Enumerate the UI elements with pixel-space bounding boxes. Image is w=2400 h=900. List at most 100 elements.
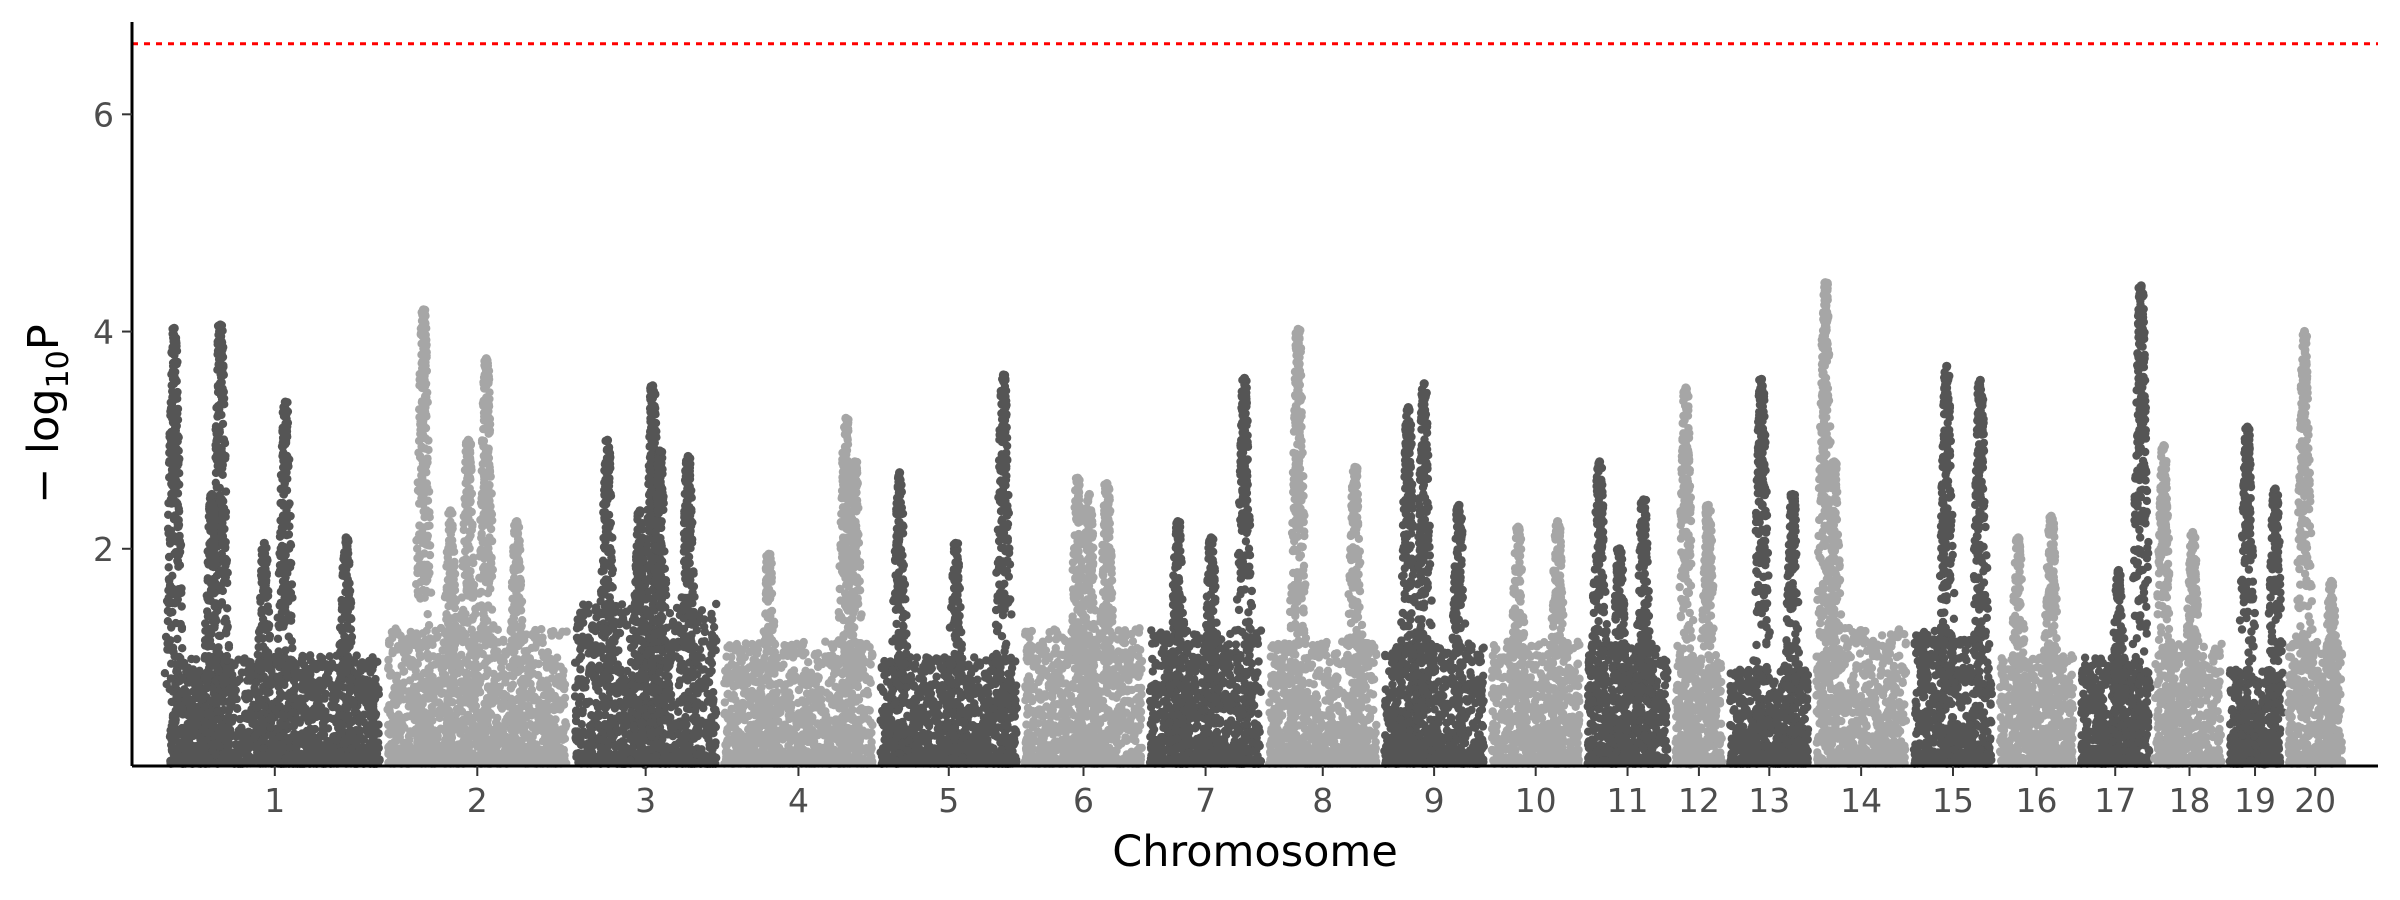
chromosome-9-points [1380, 379, 1488, 768]
chromosome-13-points [1726, 374, 1813, 768]
chromosome-10-peak-points [1505, 523, 1533, 765]
chromosome-6-peak-points [1075, 491, 1101, 752]
chromosome-15-peak-points [1965, 378, 1993, 754]
chromosome-15-background-points [1909, 625, 1996, 768]
chromosome-9-top-hit-point [1419, 379, 1429, 389]
x-tick-label-11: 11 [1607, 781, 1649, 820]
chromosome-7-peak-points [1164, 518, 1193, 764]
x-tick-label-3: 3 [635, 781, 656, 820]
chromosome-19-peak-points [2260, 486, 2288, 769]
chromosome-11-top-hit-point [1595, 457, 1605, 467]
y-tick-label-2: 2 [93, 530, 114, 569]
chromosome-10-peak-points [1544, 521, 1573, 759]
x-tick-label-18: 18 [2169, 781, 2211, 820]
chromosome-6-peak-points [1093, 479, 1121, 766]
chromosome-6-top-hit-point [1073, 473, 1083, 483]
x-tick-label-6: 6 [1073, 781, 1094, 820]
y-axis-title-prefix: − log [19, 388, 69, 503]
chromosome-4-top-hit-point [764, 549, 774, 559]
chromosome-17-points [2077, 281, 2155, 769]
chromosome-19-points [2225, 422, 2288, 769]
chromosome-2-top-hit-point [512, 517, 522, 527]
chromosome-18-peak-points [2150, 442, 2178, 769]
chromosome-17-top-hit-point [2114, 565, 2124, 576]
x-tick-label-2: 2 [467, 781, 488, 820]
chromosome-11-top-hit-point [1614, 544, 1625, 554]
chromosome-2-peak-points [409, 305, 437, 756]
x-tick-label-15: 15 [1932, 781, 1974, 820]
y-tick-label-6: 6 [93, 95, 114, 134]
chromosome-4-top-hit-point [850, 457, 860, 467]
chromosome-3-peak-points [626, 507, 654, 770]
chromosome-5-peak-points [989, 370, 1016, 755]
chromosome-8-top-hit-point [1350, 462, 1360, 472]
chromosome-2-peak-points [473, 356, 502, 762]
chromosome-8-top-hit-point [1293, 324, 1303, 334]
chromosome-3-top-hit-point [655, 446, 665, 456]
chromosome-2-peak-points [438, 507, 465, 761]
chromosome-1-top-hit-point [207, 489, 217, 500]
chromosome-17-peak-points [2127, 282, 2155, 763]
x-tick-label-12: 12 [1678, 781, 1720, 820]
chromosome-14-top-hit-point [1829, 457, 1839, 467]
points-layer [160, 278, 2347, 770]
chromosome-5-top-hit-point [895, 468, 905, 478]
chromosome-7-top-hit-point [1173, 517, 1183, 527]
chromosome-10-background-points [1487, 637, 1584, 768]
chromosome-1-peak-points [249, 539, 276, 753]
chromosome-4-peak-points [757, 550, 781, 753]
x-tick-label-14: 14 [1840, 781, 1882, 820]
chromosome-2-peak-points [501, 517, 529, 764]
chromosome-8-points [1265, 324, 1381, 768]
chromosome-8-peak-points [1341, 463, 1367, 753]
chromosome-16-peak-points [2038, 513, 2067, 765]
chromosome-12-top-hit-point [1681, 383, 1691, 393]
chromosome-1-peak-points [160, 324, 188, 757]
chromosome-4-peak-points [841, 457, 868, 750]
chromosome-3-points [570, 381, 721, 770]
chromosome-1-top-hit-point [341, 533, 351, 543]
chromosome-6-top-hit-point [1102, 479, 1112, 489]
chromosome-19-peak-points [2233, 424, 2261, 767]
chromosome-9-peak-points [1396, 405, 1423, 735]
x-axis-title: Chromosome [1112, 827, 1398, 877]
chromosome-1-peak-points [198, 491, 225, 760]
chromosome-9-top-hit-point [1454, 500, 1464, 510]
chromosome-16-points [1995, 511, 2078, 769]
chromosome-1-peak-points [332, 535, 361, 756]
chromosome-9-top-hit-point [1403, 403, 1413, 413]
chromosome-11-top-hit-point [1638, 495, 1649, 505]
chromosome-11-points [1583, 457, 1672, 768]
chromosome-4-background-points [720, 637, 877, 768]
chromosome-14-top-hit-point [1820, 278, 1830, 288]
y-axis-title-suffix: P [19, 324, 69, 350]
chromosome-2-top-hit-point [418, 305, 429, 315]
chromosome-13-peak-points [1779, 490, 1807, 749]
chromosome-12-peak-points [1696, 501, 1723, 763]
chromosome-10-top-hit-point [1513, 522, 1523, 532]
chromosome-7-peak-points [1197, 534, 1225, 750]
chromosome-18-points [2150, 441, 2226, 769]
x-tick-label-19: 19 [2234, 781, 2276, 820]
chromosome-14-peak-points [1821, 458, 1846, 743]
chromosome-11-peak-points [1606, 544, 1633, 757]
chromosome-1-top-hit-point [169, 323, 179, 333]
x-tick-label-5: 5 [938, 781, 959, 820]
chromosome-7-peak-points [1230, 374, 1258, 767]
x-tick-label-7: 7 [1195, 781, 1216, 820]
chromosome-5-top-hit-point [951, 538, 961, 548]
chromosome-19-top-hit-point [2242, 422, 2252, 432]
chromosome-8-peak-points [1284, 326, 1311, 734]
chromosome-13-top-hit-point [1756, 374, 1767, 384]
chromosome-3-top-hit-point [635, 506, 645, 516]
x-tick-label-4: 4 [788, 781, 809, 820]
chromosome-2-points [383, 305, 571, 768]
chromosome-5-top-hit-point [998, 370, 1009, 380]
chromosome-5-peak-points [885, 470, 914, 758]
chromosome-12-top-hit-point [1703, 500, 1713, 510]
chromosome-1-points [160, 320, 384, 769]
x-tick-label-13: 13 [1748, 781, 1790, 820]
y-axis-ticks: 2 4 6 [93, 95, 132, 569]
